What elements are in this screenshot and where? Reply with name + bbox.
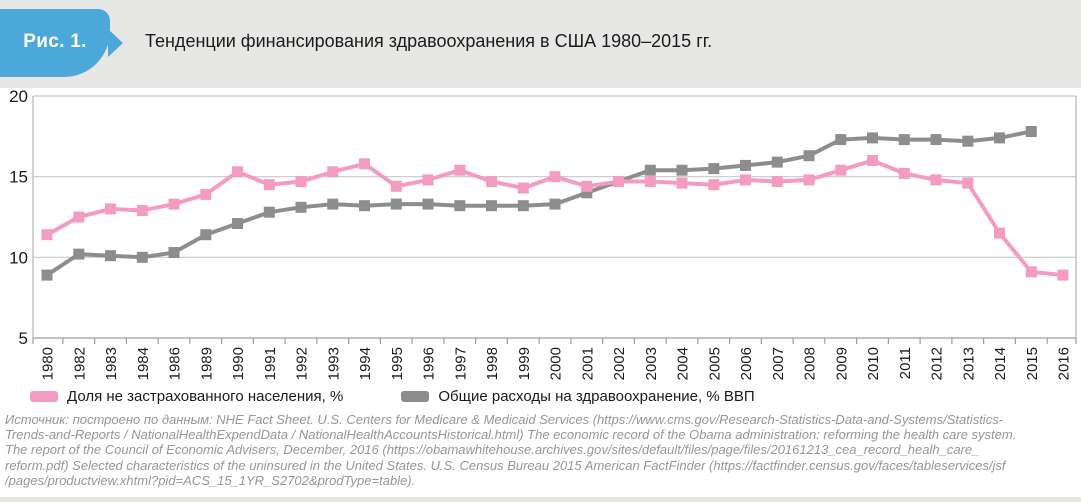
figure-header: Рис. 1. Тенденции финансирования здравоо… [0,0,1081,88]
svg-text:2011: 2011 [897,347,914,379]
svg-text:5: 5 [19,329,28,348]
source-line: Trends-and-Reports / NationalHealthExpen… [5,427,1017,443]
svg-text:2006: 2006 [738,347,755,380]
svg-text:2007: 2007 [770,347,787,380]
svg-text:2000: 2000 [548,347,565,380]
svg-text:2005: 2005 [706,347,723,380]
legend-swatch-pink [30,390,58,402]
legend-item-expenditure: Общие расходы на здравоохранение, % ВВП [401,387,755,405]
legend-swatch-gray [401,390,430,402]
svg-text:2014: 2014 [992,347,1009,380]
figure-title: Тенденции финансирования здравоохранения… [145,31,713,51]
legend-item-uninsured: Доля не застрахованного населения, % [30,388,343,405]
source-line: reform.pdf) Selected characteristics of … [5,457,1006,473]
svg-text:1998: 1998 [484,347,501,380]
svg-text:1994: 1994 [357,347,374,380]
figure-badge-label: Рис. 1. [23,31,87,52]
svg-text:1980: 1980 [40,347,57,380]
svg-text:1992: 1992 [294,347,311,380]
svg-text:15: 15 [9,168,28,187]
chart-legend: Доля не застрахованного населения, % Общ… [30,384,1081,408]
source-line: The report of the Council of Economic Ad… [5,442,980,458]
svg-text:2010: 2010 [865,347,882,380]
svg-text:2008: 2008 [802,347,819,380]
svg-text:2001: 2001 [579,347,596,380]
svg-text:2002: 2002 [611,347,628,380]
svg-text:1999: 1999 [516,347,533,380]
badge-arrow-icon [108,29,123,57]
figure-badge: Рис. 1. [0,9,110,77]
line-chart: 5 10 15 20 1980 1982 1983 1984 1986 1989 1990 1991 1… [9,88,1077,380]
legend-label-expenditure: Общие расходы на здравоохранение, % ВВП [438,387,755,405]
svg-text:1995: 1995 [389,347,406,380]
svg-text:2015: 2015 [1024,347,1041,380]
svg-text:1997: 1997 [452,347,469,380]
svg-text:2009: 2009 [833,347,850,380]
svg-text:1989: 1989 [198,347,215,380]
svg-text:1993: 1993 [325,347,342,380]
svg-text:10: 10 [9,248,28,267]
source-line: Источник: построено по данным: NHE Fact … [5,412,1004,427]
svg-text:1996: 1996 [421,347,438,380]
svg-text:1991: 1991 [262,347,279,380]
svg-text:2004: 2004 [675,347,692,380]
source-note: Источник: построено по данным: NHE Fact … [5,412,1081,488]
svg-text:2013: 2013 [960,347,977,380]
svg-text:1983: 1983 [103,347,120,380]
legend-label-uninsured: Доля не застрахованного населения, % [67,387,344,405]
svg-text:1986: 1986 [167,347,184,380]
svg-text:20: 20 [9,88,28,106]
svg-text:2016: 2016 [1056,347,1073,380]
svg-text:2012: 2012 [929,347,946,380]
svg-text:1990: 1990 [230,347,247,380]
svg-text:2003: 2003 [643,347,660,380]
source-line: /pages/productview.xhtml?pid=ACS_15_1YR_… [5,472,416,488]
svg-text:1984: 1984 [135,347,152,380]
chart-panel: 5 10 15 20 1980 1982 1983 1984 1986 1989 1990 1991 1… [0,88,1081,497]
svg-text:1982: 1982 [71,347,88,380]
